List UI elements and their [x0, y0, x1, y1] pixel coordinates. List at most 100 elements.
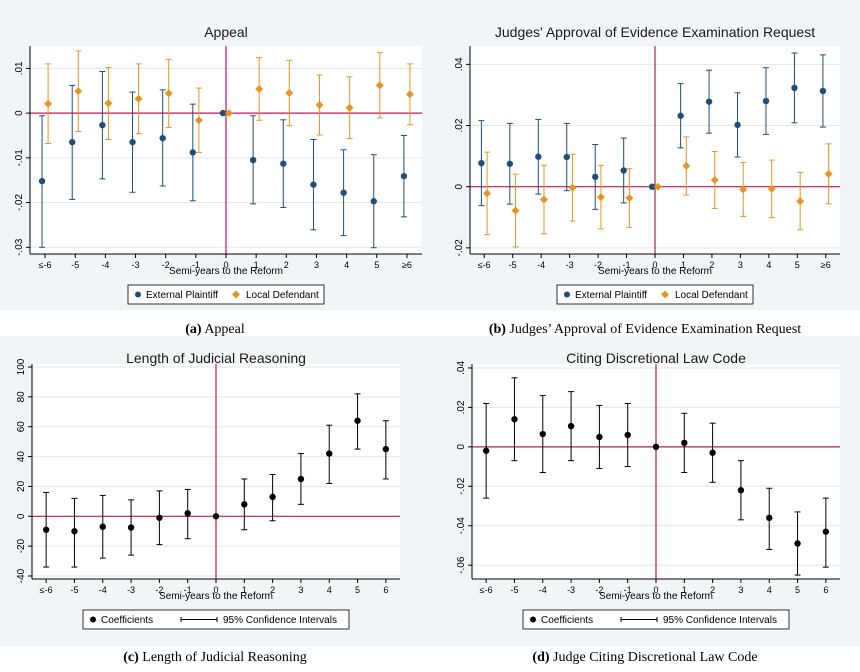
y-tick-label: .01: [14, 61, 25, 75]
y-tick-label: -.01: [14, 149, 25, 167]
point-marker: [134, 94, 143, 103]
legend-label: 95% Confidence Intervals: [223, 615, 337, 626]
point-marker: [705, 98, 713, 105]
x-tick-label: 1: [254, 260, 259, 270]
legend-marker-coefficients: [530, 616, 536, 623]
x-tick-label: -1: [624, 585, 632, 595]
x-tick-label: 5: [355, 585, 360, 595]
y-tick-label: 20: [16, 480, 27, 492]
x-tick-label: 1: [242, 585, 247, 595]
point-marker: [762, 97, 770, 105]
point-marker: [354, 417, 361, 424]
x-tick-label: 0: [653, 585, 658, 595]
y-tick-label: -.02: [456, 477, 467, 495]
point-marker: [219, 109, 227, 117]
x-tick-label: -5: [71, 260, 79, 270]
x-axis-label: Semi-years to the Reform: [169, 266, 283, 277]
x-axis-label: Semi-years to the Reform: [598, 266, 712, 277]
x-tick-label: 1: [682, 585, 687, 595]
point-marker: [791, 84, 798, 92]
point-marker: [535, 153, 542, 160]
y-tick-label: 40: [16, 451, 27, 463]
point-marker: [568, 183, 577, 192]
x-tick-label: ≤-6: [39, 260, 52, 270]
y-tick-label: 0: [16, 513, 27, 519]
y-tick-label: 0: [14, 110, 25, 116]
chart-appeal: -.03 -.02 -.01 0 .01 ≤-6 -5 -4 -3 -2 -1 0 1 2 3 4 5 ≥6 App…: [0, 0, 430, 310]
panel-d: -.06 -.04 -.02 0 .02 .04 ≤-6 -5 -4 -3 -2 -1 0 1 2 3 4 5 6 C…: [430, 336, 860, 672]
point-marker: [184, 510, 191, 517]
caption-d-text: Judge Citing Discretional Law Code: [553, 650, 758, 665]
y-tick-label: .02: [454, 118, 465, 132]
x-tick-label: ≥6: [402, 260, 412, 270]
point-marker: [164, 89, 173, 98]
legend-marker-external-plaintiff: [564, 291, 570, 298]
chart-title: Judges' Approval of Evidence Examination…: [495, 24, 815, 40]
point-marker: [511, 416, 518, 423]
caption-b: (b) Judges’ Approval of Evidence Examina…: [430, 322, 860, 338]
x-tick-label: ≤-6: [478, 260, 491, 270]
x-axis-label: Semi-years to the Reform: [599, 591, 713, 602]
y-tick-label: -.06: [456, 556, 467, 574]
point-marker: [400, 172, 408, 180]
caption-d: (d) Judge Citing Discretional Law Code: [430, 650, 860, 666]
y-tick-label: 60: [16, 421, 27, 433]
x-tick-label: -4: [537, 260, 545, 270]
caption-b-label: (b): [488, 322, 506, 337]
point-marker: [194, 116, 203, 125]
point-marker: [255, 84, 264, 93]
panel-b: -.02 0 .02 .04 ≤-6 -5 -4 -3 -2 -1 0 1 2 3 4 5 ≥6 Judges' …: [430, 0, 860, 338]
point-marker: [677, 112, 684, 119]
point-marker: [159, 134, 166, 142]
y-tick-label: 100: [16, 358, 27, 375]
x-tick-label: 5: [795, 260, 800, 270]
x-tick-label: -3: [566, 260, 574, 270]
point-marker: [483, 189, 492, 198]
point-marker: [104, 99, 113, 108]
x-tick-label: 2: [709, 260, 714, 270]
legend-label: Local Defendant: [246, 290, 319, 301]
point-marker: [563, 153, 570, 161]
chart-title: Length of Judicial Reasoning: [126, 350, 306, 366]
point-marker: [653, 182, 662, 191]
point-marker: [225, 109, 234, 118]
legend-label: External Plaintiff: [575, 290, 647, 301]
x-tick-label: -3: [132, 260, 140, 270]
y-tick-label: 80: [16, 391, 27, 403]
point-marker: [189, 149, 197, 156]
caption-d-label: (d): [532, 650, 550, 665]
chart-discretional-law: -.06 -.04 -.02 0 .02 .04 ≤-6 -5 -4 -3 -2 -1 0 1 2 3 4 5 6 C…: [430, 336, 860, 646]
point-marker: [382, 445, 390, 453]
legend-label: External Plaintiff: [146, 290, 218, 301]
point-marker: [280, 160, 287, 167]
x-tick-label: -5: [70, 585, 78, 595]
point-marker: [129, 138, 136, 146]
point-marker: [567, 422, 575, 430]
chart-title: Citing Discretional Law Code: [566, 350, 746, 366]
y-tick-label: -.03: [14, 238, 25, 256]
legend-marker-local-defendant: [232, 290, 240, 299]
x-axis-label: Semi-years to the Reform: [159, 591, 273, 602]
x-tick-label: 4: [344, 260, 349, 270]
x-tick-label: ≥6: [821, 260, 831, 270]
caption-c: (c) Length of Judicial Reasoning: [0, 650, 430, 666]
x-tick-label: -2: [155, 585, 163, 595]
point-marker: [345, 103, 354, 112]
caption-c-text: Length of Judicial Reasoning: [142, 650, 307, 665]
x-tick-label: 4: [766, 260, 771, 270]
x-tick-label: 3: [738, 585, 743, 595]
y-tick-label: 0: [456, 444, 467, 450]
point-marker: [285, 88, 294, 97]
point-marker: [682, 161, 691, 170]
point-marker: [370, 198, 377, 205]
x-tick-label: 0: [223, 260, 228, 270]
point-marker: [405, 90, 414, 99]
point-marker: [99, 523, 106, 530]
x-tick-label: -1: [184, 585, 192, 595]
point-marker: [824, 169, 833, 178]
point-marker: [710, 175, 719, 184]
point-marker: [74, 87, 83, 96]
point-marker: [819, 87, 827, 95]
x-tick-label: -1: [192, 260, 200, 270]
chart-reasoning-length: -40 -20 0 20 40 60 80 100 ≤-6 -5 -4 -3 -2 -1 0 1 2 3 4 5 6 Le…: [0, 336, 430, 646]
